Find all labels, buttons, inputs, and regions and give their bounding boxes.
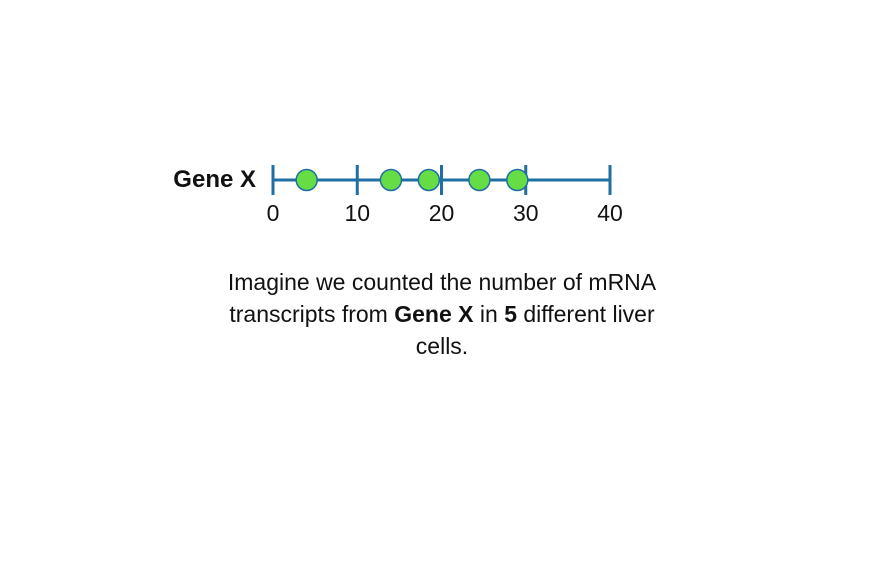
row-label: Gene X (173, 166, 256, 193)
caption-cell-count: 5 (504, 301, 517, 327)
data-points (295, 168, 529, 192)
tick-label: 20 (429, 200, 455, 226)
tick-label: 10 (344, 200, 370, 226)
tick-label: 40 (597, 200, 623, 226)
caption-line-2: transcripts from Gene X in 5 different l… (200, 298, 684, 330)
caption-line-3: cells. (415, 333, 469, 359)
tick-label: 30 (513, 200, 539, 226)
caption-line-2-middle: in (473, 301, 505, 327)
caption-line-2-prefix: transcripts from (229, 301, 395, 327)
tick-labels: 0 10 20 30 40 (267, 200, 623, 226)
number-line (271, 165, 612, 195)
data-point (379, 168, 403, 192)
caption-gene-name: Gene X (394, 301, 474, 327)
data-point (506, 168, 529, 192)
caption-line-1: Imagine we counted the number of mRNA (227, 269, 657, 295)
data-point (468, 168, 491, 192)
tick-label: 0 (267, 200, 280, 226)
caption-line-2-suffix: different liver (516, 301, 655, 327)
data-point (295, 168, 318, 192)
data-point (417, 168, 441, 192)
caption: Imagine we counted the number of mRNA tr… (200, 266, 684, 362)
